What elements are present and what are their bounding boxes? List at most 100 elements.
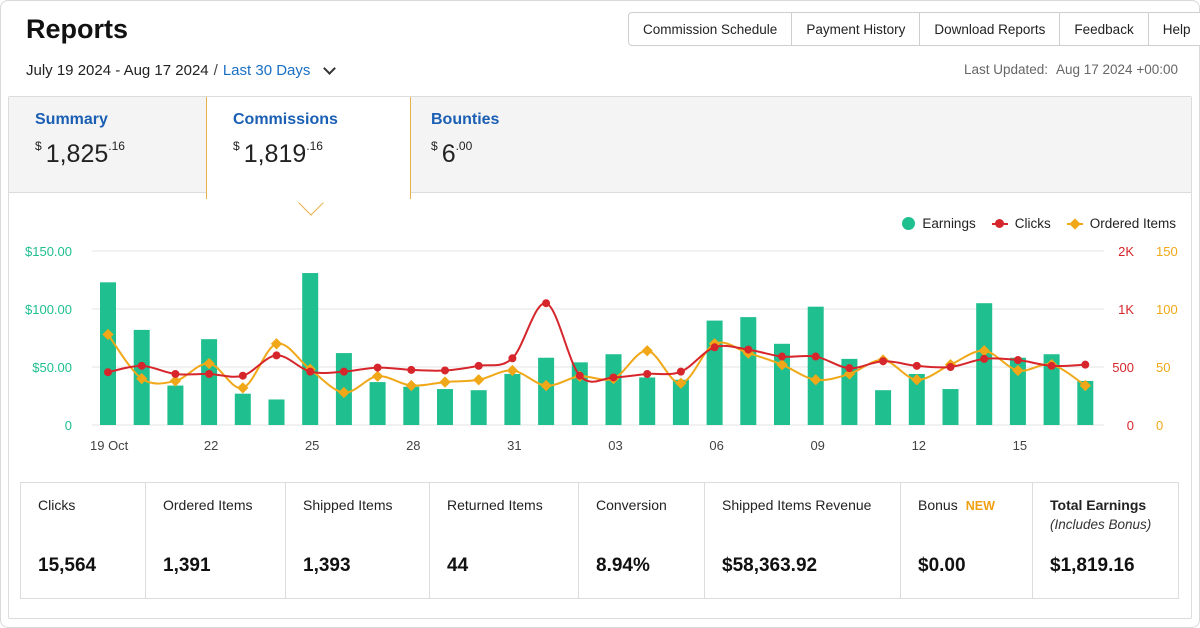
stat-label: Shipped Items [303, 497, 393, 513]
clicks-point [272, 351, 281, 360]
legend-earnings[interactable]: Earnings [902, 216, 976, 231]
ordered-items-point [338, 386, 350, 399]
ordered-items-point [810, 374, 822, 386]
y-right-clicks-tick-label: 500 [1112, 360, 1134, 375]
earnings-bar [1077, 380, 1094, 425]
feedback-button[interactable]: Feedback [1059, 13, 1147, 45]
clicks-point [104, 368, 112, 377]
ordered-items-point [473, 374, 485, 386]
clicks-point [474, 361, 483, 370]
tab-summary[interactable]: Summary $1,825.16 [9, 97, 206, 193]
ordered-items-point [169, 375, 182, 387]
stat-total-earnings: Total Earnings (Includes Bonus) $1,819.1… [1032, 483, 1178, 598]
earnings-bar [1043, 354, 1060, 425]
earnings-bar [369, 382, 386, 425]
earnings-bar [302, 273, 319, 425]
x-tick-label: 25 [305, 438, 319, 453]
earnings-bar [1009, 357, 1026, 425]
download-reports-button[interactable]: Download Reports [919, 13, 1059, 45]
earnings-bar [908, 373, 925, 425]
clicks-point [811, 352, 820, 361]
ordered-items-point [1012, 364, 1024, 377]
stat-label: Conversion [596, 497, 667, 513]
stat-label: Ordered Items [163, 497, 253, 513]
y-right-items-tick-label: 150 [1156, 244, 1178, 259]
y-left-tick-label: $50.00 [32, 360, 72, 375]
tab-summary-amount: $1,825.16 [35, 139, 125, 168]
stat-value: $0.00 [918, 555, 966, 576]
earnings-bar [605, 354, 622, 425]
x-tick-label: 19 Oct [90, 438, 129, 453]
ordered-items-point [675, 377, 687, 389]
y-right-clicks-tick-label: 0 [1127, 418, 1134, 433]
clicks-point [205, 369, 214, 378]
clicks-point [710, 343, 719, 352]
new-badge: NEW [965, 499, 995, 513]
stat-returned-items: Returned Items 44 [429, 483, 578, 598]
clicks-point [676, 367, 685, 376]
earnings-bar [740, 317, 757, 425]
ordered-items-point [405, 379, 417, 392]
x-tick-label: 15 [1013, 438, 1027, 453]
stat-sublabel: (Includes Bonus) [1050, 517, 1152, 532]
earnings-chart: $150.00 2K 150$100.00 1K 100$50.00 500 500 0 019… [25, 244, 1178, 453]
clicks-swatch [991, 219, 1008, 228]
y-right-items-tick-label: 100 [1156, 302, 1178, 317]
clicks-point [980, 354, 989, 363]
ordered-items-swatch [1066, 217, 1083, 230]
date-range-text: July 19 2024 - Aug 17 2024 [26, 62, 209, 79]
earnings-bar [470, 390, 487, 425]
tab-bounties-amount: $6.00 [431, 139, 473, 168]
payment-history-button[interactable]: Payment History [791, 13, 919, 45]
tab-commissions[interactable]: Commissions $1,819.16 [206, 97, 411, 199]
x-tick-label: 22 [204, 438, 218, 453]
tab-bounties[interactable]: Bounties $6.00 [405, 97, 605, 193]
y-left-tick-label: $100.00 [25, 302, 72, 317]
earnings-bar [639, 377, 656, 425]
chevron-down-icon[interactable] [323, 61, 337, 75]
earnings-bar [942, 389, 959, 425]
stat-value: 1,391 [163, 555, 211, 576]
help-button[interactable]: Help [1147, 13, 1200, 45]
earnings-bar [807, 306, 824, 425]
y-right-items-tick-label: 50 [1156, 360, 1170, 375]
stat-bonus: Bonus NEW $0.00 [900, 483, 1032, 598]
x-tick-label: 03 [608, 438, 622, 453]
legend-earnings-label: Earnings [922, 216, 976, 231]
ordered-items-point [911, 374, 923, 386]
stat-label: Shipped Items Revenue [722, 497, 872, 513]
clicks-point [1081, 360, 1090, 369]
tab-commissions-amount: $1,819.16 [233, 139, 323, 168]
stat-value: 1,393 [303, 555, 351, 576]
ordered-items-point [237, 382, 249, 394]
ordered-items-point [270, 338, 283, 350]
chart-legend: Earnings Clicks Ordered Items [902, 216, 1176, 231]
earnings-bar [100, 282, 116, 425]
clicks-point [946, 363, 955, 371]
commission-schedule-button[interactable]: Commission Schedule [643, 21, 778, 37]
earnings-bar [672, 379, 689, 425]
earnings-bar [437, 389, 453, 425]
date-range-selector[interactable]: July 19 2024 - Aug 17 2024 / Last 30 Day… [26, 61, 337, 79]
last-updated: Last Updated: Aug 17 2024 +00:00 [964, 62, 1178, 77]
y-left-tick-label: 0 [65, 418, 72, 433]
clicks-point [407, 365, 416, 374]
earnings-bar [403, 386, 420, 425]
clicks-point [306, 367, 315, 376]
stat-shipped-items: Shipped Items 1,393 [285, 483, 429, 598]
legend-clicks[interactable]: Clicks [991, 216, 1051, 231]
clicks-point [609, 373, 618, 382]
stat-value: 8.94% [596, 555, 650, 576]
legend-clicks-label: Clicks [1014, 216, 1051, 231]
ordered-items-line [107, 333, 1086, 394]
tab-commissions-label: Commissions [233, 111, 338, 128]
earnings-swatch [902, 217, 916, 230]
earnings-bar [167, 385, 184, 425]
clicks-point [778, 352, 786, 361]
ordered-items-point [641, 345, 653, 357]
clicks-point [137, 361, 146, 370]
clicks-point [238, 371, 247, 380]
period-dropdown[interactable]: Last 30 Days [222, 62, 311, 79]
legend-ordered-items[interactable]: Ordered Items [1066, 216, 1176, 231]
clicks-point [1047, 361, 1056, 370]
